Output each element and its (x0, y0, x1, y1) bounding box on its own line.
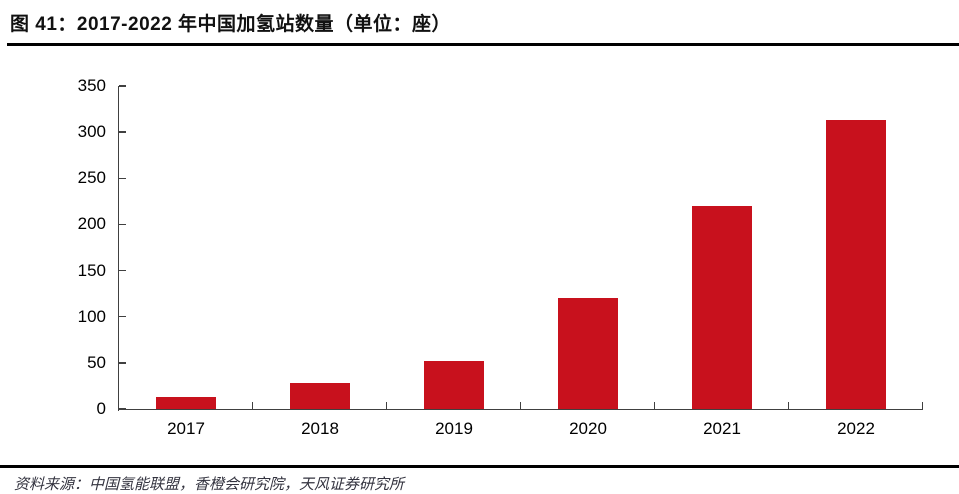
y-axis-label: 0 (96, 399, 106, 418)
y-axis-tick (119, 362, 126, 364)
x-axis-tick (385, 401, 387, 409)
bar-2018 (290, 383, 350, 409)
x-axis-tick (921, 401, 923, 409)
bottom-divider (0, 465, 959, 468)
hydrogen-stations-bar-chart: 0 50 100 150 200 250 300 350 2017 2018 2019 2020 202… (77, 76, 923, 438)
title-divider (7, 43, 959, 46)
y-axis-tick (119, 131, 126, 133)
y-axis-label: 300 (77, 122, 106, 142)
y-axis-tick (119, 315, 126, 318)
y-axis-tick (119, 223, 126, 226)
x-axis-tick (251, 401, 253, 409)
x-axis-label-2017: 2017 (167, 419, 205, 438)
y-axis-tick (119, 269, 126, 272)
x-axis-label-2019: 2019 (435, 419, 473, 438)
y-axis-label: 50 (87, 352, 106, 372)
x-axis-tick (653, 401, 655, 409)
y-axis-label: 200 (77, 214, 106, 234)
y-axis-tick (119, 408, 126, 410)
x-axis-label-2018: 2018 (301, 419, 339, 438)
x-axis-label-2020: 2020 (569, 419, 607, 438)
x-axis-label-2021: 2021 (703, 419, 741, 438)
figure-title: 图 41：2017-2022 年中国加氢站数量（单位：座） (10, 14, 452, 35)
y-axis-label: 250 (77, 168, 106, 188)
bar-2017 (156, 397, 216, 409)
x-axis-line (117, 408, 923, 410)
y-axis-tick (119, 85, 126, 87)
bar-2021 (692, 205, 752, 409)
x-axis-tick (787, 401, 789, 409)
bar-2019 (424, 361, 484, 409)
y-axis-label: 100 (77, 306, 106, 326)
bar-2020 (558, 298, 618, 409)
y-axis-label: 350 (77, 76, 106, 95)
y-axis-label: 150 (77, 260, 106, 280)
bar-2022 (826, 120, 886, 409)
source-note: 资料来源：中国氢能联盟，香橙会研究院，天风证券研究所 (14, 476, 405, 493)
x-axis-label-2022: 2022 (837, 419, 875, 438)
y-axis-line (117, 86, 119, 411)
y-axis-tick (119, 177, 126, 180)
x-axis-tick (519, 401, 521, 409)
